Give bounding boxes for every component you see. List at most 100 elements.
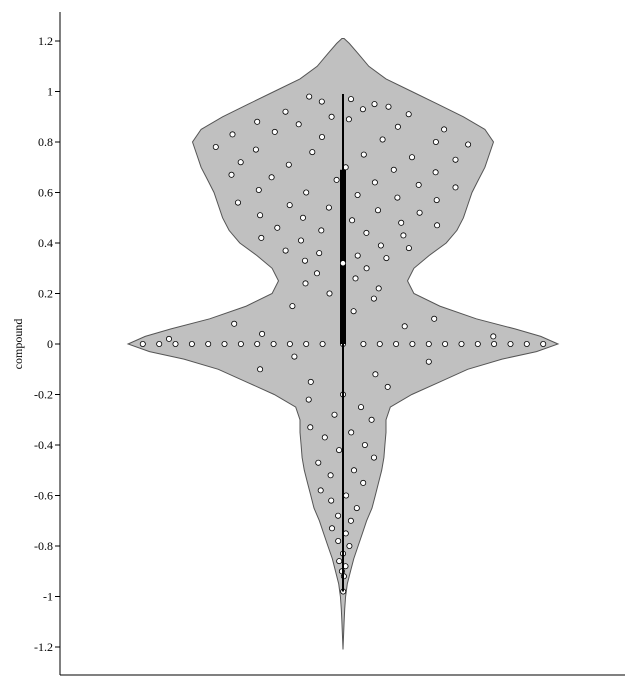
data-point (221, 340, 228, 347)
data-point (212, 143, 219, 150)
y-axis-label: compound (11, 319, 25, 370)
data-point (326, 290, 333, 297)
data-point (507, 340, 514, 347)
data-point (354, 191, 361, 198)
data-point (372, 371, 379, 378)
data-point (415, 181, 422, 188)
data-point (376, 340, 383, 347)
data-point (328, 525, 335, 532)
data-point (348, 429, 355, 436)
data-point (425, 358, 432, 365)
data-point (474, 340, 481, 347)
data-point (390, 166, 397, 173)
data-point (400, 232, 407, 239)
data-point (306, 93, 313, 100)
data-point (360, 479, 367, 486)
data-point (363, 229, 370, 236)
data-point (257, 212, 264, 219)
data-point (258, 234, 265, 241)
data-point (405, 245, 412, 252)
y-tick-label: -0.8 (34, 539, 53, 553)
data-point (315, 459, 322, 466)
data-point (425, 340, 432, 347)
data-point (274, 224, 281, 231)
data-point (347, 517, 354, 524)
data-point (254, 340, 261, 347)
data-point (409, 340, 416, 347)
data-point (234, 199, 241, 206)
y-tick-label: 1 (47, 85, 53, 99)
data-point (416, 209, 423, 216)
y-tick-label: -0.4 (34, 438, 53, 452)
data-point (432, 138, 439, 145)
y-tick-label: 0.2 (38, 287, 53, 301)
data-point (255, 186, 262, 193)
y-tick-label: 0 (47, 337, 53, 351)
data-point (237, 159, 244, 166)
data-point (336, 447, 343, 454)
data-point (271, 128, 278, 135)
data-point (289, 303, 296, 310)
data-point (383, 255, 390, 262)
y-tick-label: 0.8 (38, 135, 53, 149)
data-point (229, 131, 236, 138)
data-point (343, 492, 350, 499)
data-point (286, 202, 293, 209)
data-point (368, 416, 375, 423)
data-point (352, 275, 359, 282)
data-point (237, 340, 244, 347)
data-point (270, 340, 277, 347)
data-point (350, 467, 357, 474)
data-point (379, 136, 386, 143)
y-tick-label: -0.2 (34, 388, 53, 402)
data-point (268, 174, 275, 181)
data-point (384, 383, 391, 390)
data-point (350, 308, 357, 315)
data-point (335, 538, 342, 545)
data-point (371, 179, 378, 186)
data-point (370, 454, 377, 461)
data-point (313, 270, 320, 277)
data-point (363, 265, 370, 272)
data-point (228, 171, 235, 178)
stats-layer (340, 94, 346, 592)
data-point (361, 441, 368, 448)
y-tick-label: -1 (43, 590, 53, 604)
data-point (331, 411, 338, 418)
data-point (299, 214, 306, 221)
data-point (321, 434, 328, 441)
data-point (442, 340, 449, 347)
data-point (491, 340, 498, 347)
data-point (325, 204, 332, 211)
iqr-box (340, 169, 346, 344)
data-point (540, 340, 547, 347)
data-point (452, 156, 459, 163)
data-point (394, 194, 401, 201)
data-point (328, 497, 335, 504)
data-point (394, 123, 401, 130)
data-point (231, 320, 238, 327)
data-point (465, 141, 472, 148)
data-point (318, 98, 325, 105)
data-point (282, 247, 289, 254)
data-point (370, 295, 377, 302)
data-point (458, 340, 465, 347)
data-point (307, 424, 314, 431)
data-point (316, 250, 323, 257)
data-point (333, 176, 340, 183)
data-point (346, 543, 353, 550)
data-point (309, 149, 316, 156)
data-point (359, 106, 366, 113)
y-tick-label: 1.2 (38, 34, 53, 48)
data-point (319, 340, 326, 347)
data-point (303, 189, 310, 196)
data-point (335, 512, 342, 519)
data-point (305, 396, 312, 403)
data-point (295, 121, 302, 128)
data-point (374, 207, 381, 214)
data-point (327, 472, 334, 479)
data-point (307, 378, 314, 385)
y-tick-label: -1.2 (34, 640, 53, 654)
data-point (336, 558, 343, 565)
